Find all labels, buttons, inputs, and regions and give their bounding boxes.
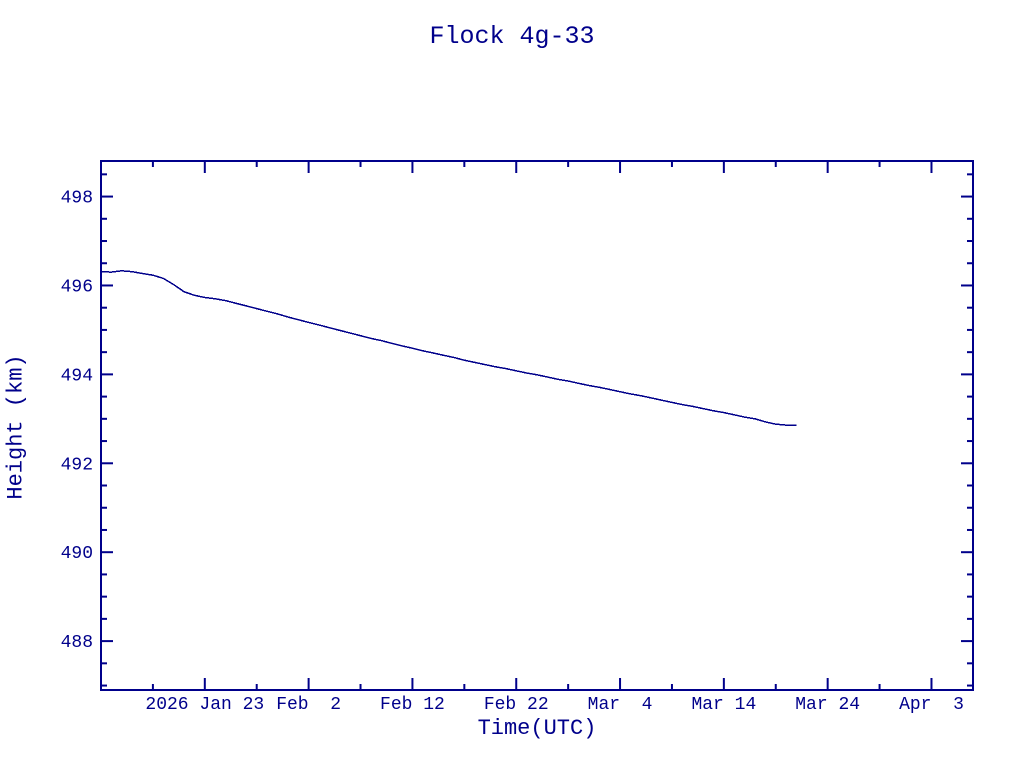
x-tick-label: 2026 Jan 23 — [145, 695, 264, 715]
plot-box — [100, 160, 974, 691]
height-data-line — [100, 270, 797, 427]
y-tick-label: 494 — [61, 366, 93, 386]
y-tick-label: 498 — [61, 189, 93, 209]
x-tick-label: Mar 4 — [588, 695, 653, 715]
y-tick-label: 488 — [61, 633, 93, 653]
x-tick-label: Mar 14 — [691, 695, 756, 715]
x-axis-title: Time(UTC) — [477, 716, 597, 741]
x-tick-label: Mar 24 — [795, 695, 860, 715]
x-tick-label: Apr 3 — [899, 695, 964, 715]
x-tick-label: Feb 22 — [484, 695, 549, 715]
y-tick-label: 492 — [61, 455, 93, 475]
x-tick-label: Feb 2 — [276, 695, 341, 715]
x-tick-label: Feb 12 — [380, 695, 445, 715]
y-tick-label: 490 — [61, 544, 93, 564]
y-tick-label: 496 — [61, 277, 93, 297]
chart-title: Flock 4g-33 — [429, 22, 595, 51]
